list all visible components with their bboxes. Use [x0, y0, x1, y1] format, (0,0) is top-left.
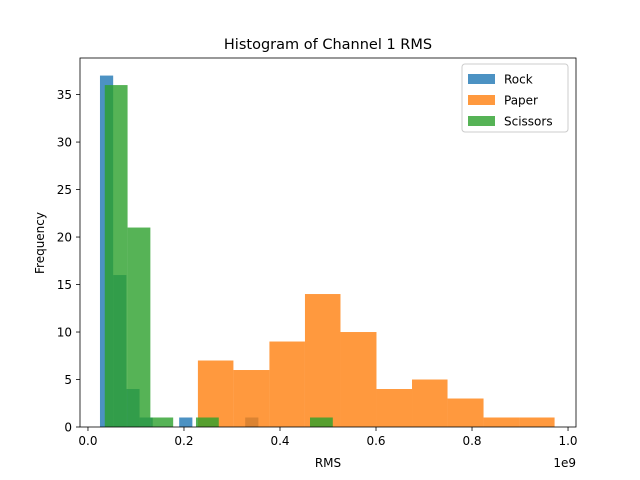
- bar-scissors-9: [310, 417, 333, 427]
- chart-title: Histogram of Channel 1 RMS: [224, 37, 432, 53]
- y-tick-label-3: 15: [57, 278, 72, 292]
- x-axis-label: RMS: [315, 456, 341, 470]
- bar-scissors-1: [127, 227, 151, 427]
- bar-paper-1: [233, 370, 270, 427]
- bar-paper-9: [519, 417, 555, 427]
- legend-label-scissors: Scissors: [504, 115, 553, 129]
- x-tick-label-5: 1.0: [558, 434, 577, 448]
- bar-paper-7: [447, 398, 484, 427]
- plot-frame: [79, 57, 577, 428]
- y-axis-label: Frequency: [33, 212, 47, 274]
- y-tick-label-5: 25: [57, 183, 72, 197]
- series-scissors: [104, 85, 333, 427]
- bar-paper-3: [304, 294, 341, 427]
- x-tick-label-0: 0.0: [78, 434, 97, 448]
- legend: Rock Paper Scissors: [461, 63, 569, 133]
- bar-scissors-2: [150, 417, 174, 427]
- legend-label-rock: Rock: [504, 73, 533, 87]
- bar-paper-2: [269, 341, 305, 427]
- bar-paper-8: [483, 417, 520, 427]
- legend-swatch-paper: [468, 95, 495, 105]
- legend-label-paper: Paper: [504, 94, 538, 108]
- y-tick-label-4: 20: [57, 230, 72, 244]
- x-tick-label-3: 0.6: [366, 434, 385, 448]
- series-paper: [197, 294, 555, 427]
- bar-scissors-4: [195, 417, 219, 427]
- y-tick-label-6: 30: [57, 135, 72, 149]
- y-tick-label-2: 10: [57, 325, 72, 339]
- bar-paper-6: [412, 379, 448, 427]
- legend-swatch-scissors: [468, 116, 495, 126]
- legend-swatch-rock: [468, 74, 495, 84]
- bar-paper-4: [340, 332, 377, 427]
- x-tick-label-2: 0.4: [270, 434, 289, 448]
- bar-scissors-0: [104, 85, 128, 427]
- bar-paper-0: [197, 360, 234, 427]
- x-tick-label-1: 0.2: [174, 434, 193, 448]
- y-axis: 0 5 10 15 20 25 30 35: [57, 88, 80, 434]
- y-tick-label-1: 5: [64, 373, 72, 387]
- bars-layer: [99, 75, 555, 427]
- bar-paper-5: [376, 389, 413, 427]
- bar-rock-6: [179, 417, 193, 427]
- x-axis-offset-label: 1e9: [553, 456, 576, 470]
- y-tick-label-7: 35: [57, 88, 72, 102]
- y-tick-label-0: 0: [64, 420, 72, 434]
- x-tick-label-4: 0.8: [462, 434, 481, 448]
- x-axis: 0.0 0.2 0.4 0.6 0.8 1.0: [78, 427, 578, 448]
